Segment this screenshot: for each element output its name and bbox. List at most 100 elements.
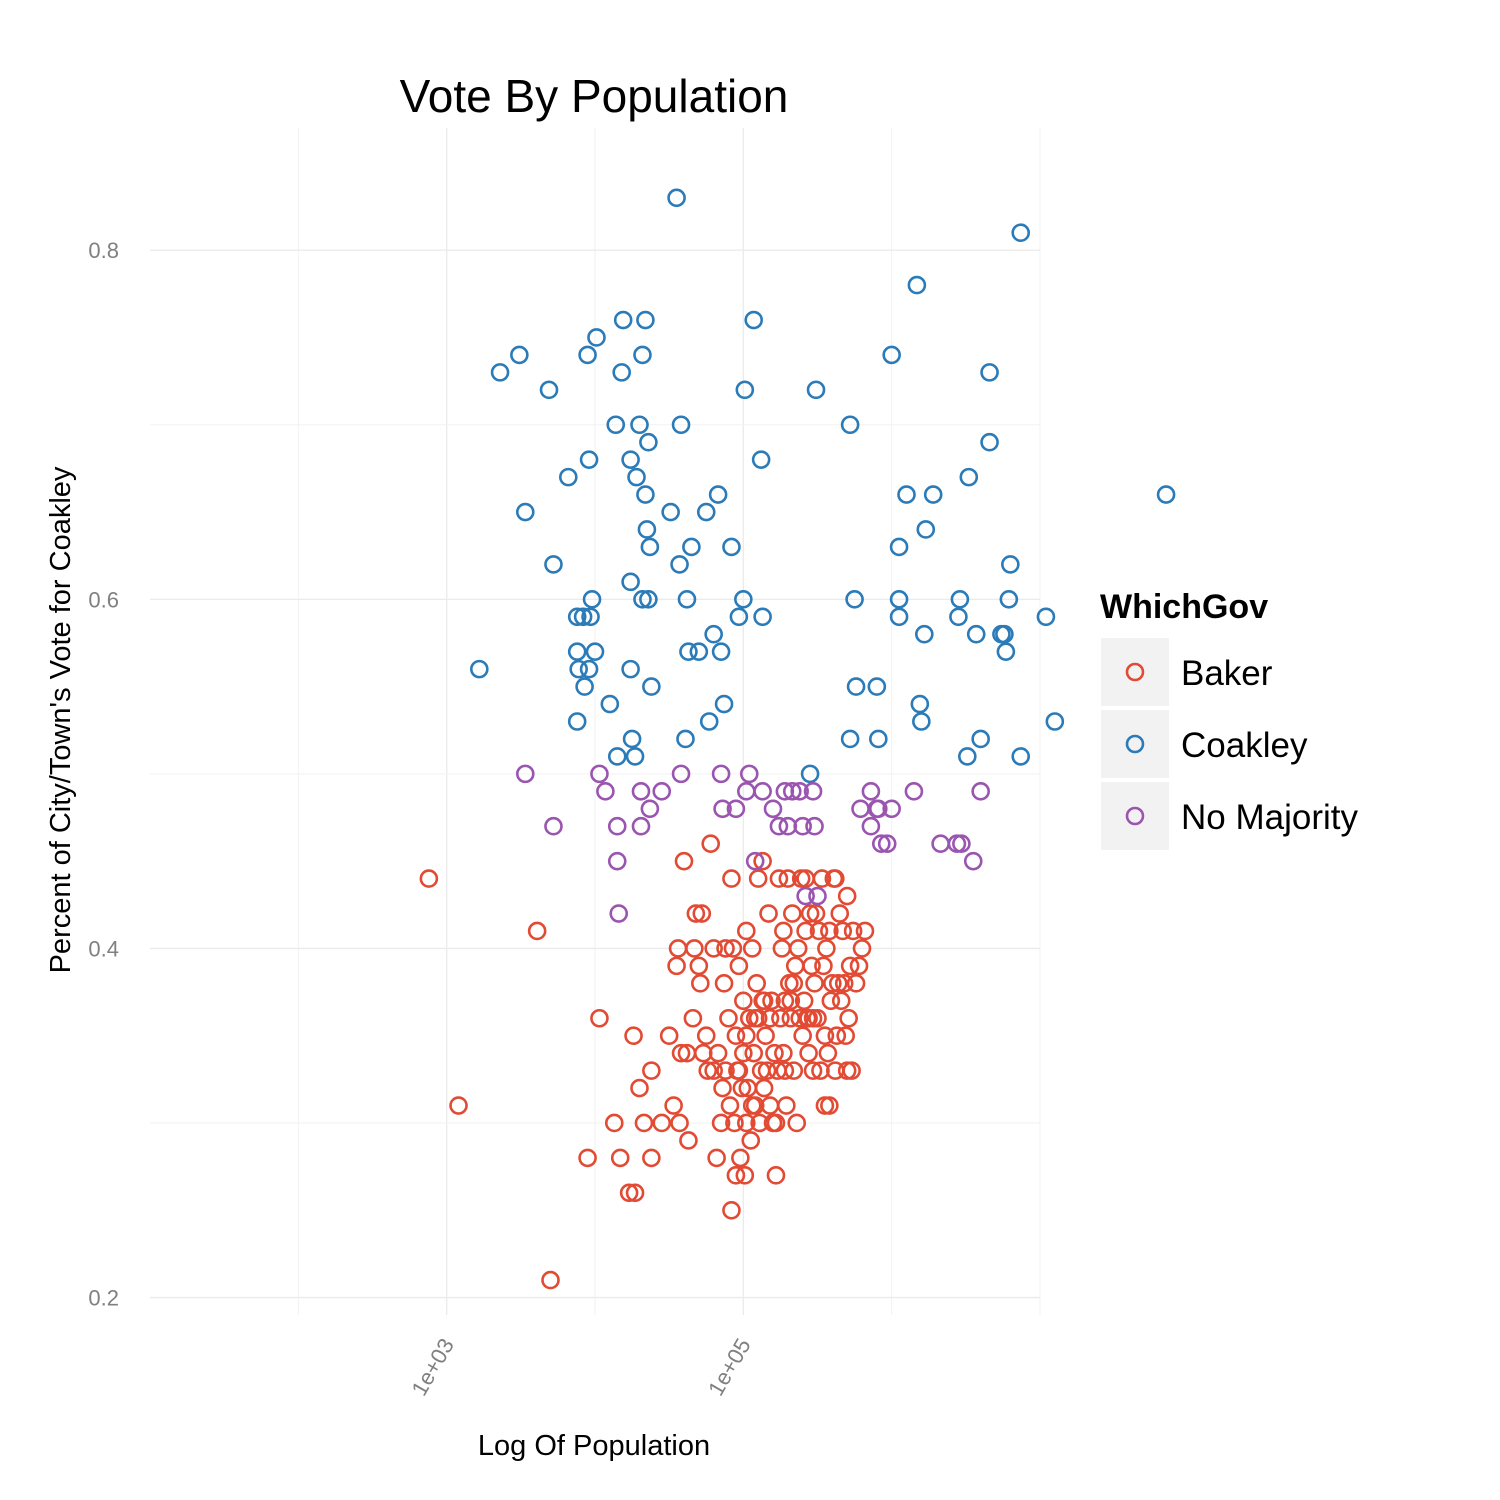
data-point xyxy=(719,1008,738,1028)
data-point xyxy=(814,956,833,976)
data-point xyxy=(777,1096,796,1115)
legend-marker xyxy=(1125,734,1145,754)
data-point xyxy=(587,328,606,347)
data-point xyxy=(707,1148,726,1168)
data-point xyxy=(840,729,860,749)
data-point xyxy=(796,869,815,888)
data-point xyxy=(963,851,983,871)
data-point xyxy=(931,834,950,853)
data-point xyxy=(582,590,602,609)
data-point xyxy=(575,677,594,696)
data-point xyxy=(590,1008,609,1028)
data-point xyxy=(793,816,812,836)
data-point xyxy=(794,991,814,1011)
legend-marker xyxy=(1125,806,1145,826)
data-point xyxy=(716,1061,735,1080)
legend-title: WhichGov xyxy=(1100,588,1268,626)
data-point xyxy=(753,991,772,1011)
data-point xyxy=(806,904,826,923)
data-point xyxy=(818,1043,838,1063)
data-point xyxy=(778,869,798,888)
data-point xyxy=(661,502,680,522)
data-point xyxy=(631,782,651,801)
data-point xyxy=(861,782,881,801)
data-point xyxy=(995,624,1014,644)
data-point xyxy=(469,659,489,679)
data-point xyxy=(867,677,887,696)
data-point xyxy=(639,432,658,452)
data-point xyxy=(581,607,600,627)
data-point xyxy=(756,1026,775,1046)
data-point xyxy=(671,764,691,784)
data-point xyxy=(569,659,588,679)
legend-item-coakley: Coakley xyxy=(1101,710,1308,778)
series-baker xyxy=(419,834,875,1290)
data-point xyxy=(696,1026,716,1046)
data-point xyxy=(682,537,701,557)
data-point xyxy=(613,310,633,330)
data-point xyxy=(731,1148,750,1168)
data-point xyxy=(610,1148,630,1168)
data-point xyxy=(609,904,629,923)
data-point xyxy=(745,1008,765,1028)
data-point xyxy=(757,1061,777,1080)
data-point xyxy=(722,869,741,888)
data-point xyxy=(904,782,924,801)
data-points xyxy=(419,188,1176,1290)
data-point xyxy=(637,520,657,539)
data-point xyxy=(567,607,587,627)
data-point xyxy=(799,1008,818,1028)
data-point xyxy=(664,1096,683,1115)
series-no-majority xyxy=(515,764,990,923)
data-point xyxy=(803,1061,823,1080)
data-point xyxy=(766,1166,786,1185)
data-point xyxy=(1036,607,1056,627)
data-point xyxy=(882,345,901,365)
data-point xyxy=(966,624,986,644)
data-point xyxy=(625,747,645,766)
data-point xyxy=(579,450,599,469)
data-point xyxy=(785,956,805,976)
data-point xyxy=(803,782,823,801)
data-point xyxy=(670,1113,689,1133)
data-point xyxy=(736,1026,756,1046)
data-point xyxy=(869,729,888,749)
data-point xyxy=(788,939,808,958)
data-point xyxy=(799,1043,818,1063)
data-point xyxy=(830,904,850,923)
data-point xyxy=(725,1113,744,1133)
data-point xyxy=(704,624,723,644)
y-tick-label: 0.8 xyxy=(88,238,119,263)
data-point xyxy=(827,1026,847,1046)
data-point xyxy=(806,380,826,400)
data-point xyxy=(790,1008,810,1028)
data-point xyxy=(634,1113,654,1133)
data-point xyxy=(897,485,916,504)
data-point xyxy=(729,956,749,976)
data-point xyxy=(800,764,820,784)
data-point xyxy=(713,799,732,819)
data-point xyxy=(952,834,971,853)
data-point xyxy=(763,799,783,819)
data-point xyxy=(711,1113,731,1133)
data-point xyxy=(805,816,824,836)
data-point xyxy=(708,485,728,504)
data-point xyxy=(722,1200,741,1220)
data-point xyxy=(604,1113,624,1133)
data-point xyxy=(889,607,909,627)
data-point xyxy=(677,590,697,609)
data-point xyxy=(671,415,691,435)
data-point xyxy=(834,974,854,993)
data-point xyxy=(837,886,857,906)
data-point xyxy=(769,816,789,836)
data-point xyxy=(729,1061,749,1080)
data-point xyxy=(769,869,789,888)
data-point xyxy=(652,782,672,801)
data-point xyxy=(527,921,547,941)
data-point xyxy=(578,1148,597,1168)
data-point xyxy=(855,921,875,941)
data-point xyxy=(490,363,510,382)
data-point xyxy=(923,485,943,504)
data-point xyxy=(980,432,999,452)
data-point xyxy=(642,1148,661,1168)
